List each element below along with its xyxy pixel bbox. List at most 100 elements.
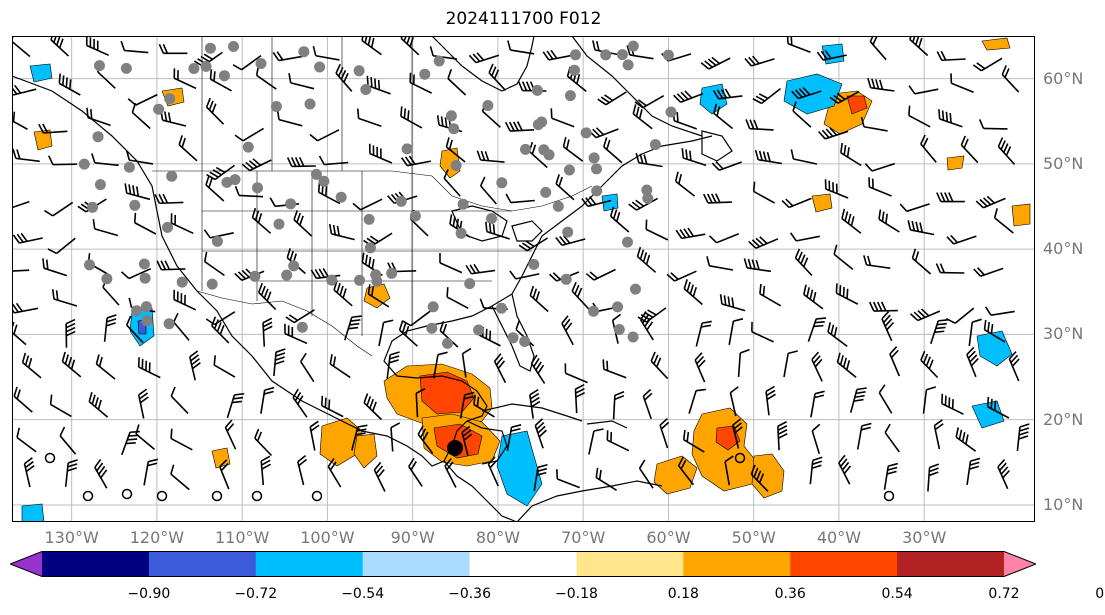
- wind-barb: [50, 36, 70, 57]
- negative-region: [601, 193, 619, 212]
- wind-barb: [809, 456, 823, 485]
- wind-barb: [234, 185, 264, 198]
- wind-barb: [12, 200, 30, 211]
- wind-barb: [728, 318, 744, 345]
- station-marker: [543, 149, 555, 161]
- wind-barb: [542, 49, 573, 61]
- longitude-label: 70°W: [561, 528, 606, 547]
- wind-barb: [309, 420, 320, 451]
- wind-barb: [1016, 423, 1030, 451]
- wind-barb: [811, 423, 821, 455]
- wind-barb: [650, 351, 669, 380]
- colorbar-tick-label: −0.54: [341, 586, 385, 602]
- positive-region: [811, 193, 833, 213]
- station-marker: [540, 186, 552, 198]
- station-marker: [288, 260, 300, 272]
- wind-barb: [254, 428, 273, 457]
- wind-barb: [400, 155, 431, 167]
- positive-region: [33, 129, 53, 151]
- station-marker: [92, 131, 104, 143]
- wind-barb: [65, 318, 76, 348]
- station-marker: [123, 161, 135, 173]
- wind-barb: [286, 156, 316, 168]
- wind-barb: [124, 183, 151, 201]
- wind-barb: [860, 116, 888, 132]
- wind-barb: [205, 175, 225, 202]
- colorbar-segment: [683, 551, 791, 577]
- station-marker: [600, 49, 612, 61]
- station-marker: [409, 210, 421, 222]
- political-borders: [152, 36, 593, 357]
- wind-barb: [792, 101, 812, 128]
- wind-barb: [92, 219, 119, 237]
- longitude-label: 90°W: [390, 528, 435, 547]
- wind-barb: [636, 246, 657, 273]
- calm-wind-marker: [311, 490, 323, 502]
- wind-barb: [973, 267, 1004, 277]
- station-marker: [588, 152, 600, 164]
- station-marker: [206, 278, 218, 290]
- calm-wind-marker: [251, 490, 263, 502]
- wind-barb: [936, 50, 966, 62]
- colorbar-tick-label: −0.72: [234, 586, 278, 602]
- wind-barb: [975, 195, 1006, 209]
- wind-barb: [695, 320, 712, 347]
- wind-barb: [555, 469, 580, 489]
- wind-barb: [634, 95, 665, 109]
- wind-barb: [137, 357, 161, 379]
- station-marker: [622, 236, 633, 248]
- positive-region: [1011, 203, 1031, 227]
- wind-barb: [986, 396, 1010, 419]
- wind-barb: [351, 424, 368, 451]
- wind-barb: [759, 283, 782, 307]
- wind-barb: [638, 459, 654, 489]
- station-marker: [218, 70, 230, 82]
- station-marker: [296, 321, 308, 333]
- wind-barb: [309, 129, 340, 142]
- wind-barb: [49, 394, 72, 418]
- coastline-hispaniola: [586, 420, 628, 429]
- wind-barb: [833, 244, 854, 271]
- wind-barb: [173, 68, 197, 90]
- wind-barb: [712, 88, 743, 100]
- wind-barb: [234, 127, 265, 142]
- wind-barb: [445, 137, 466, 163]
- wind-barb: [251, 207, 272, 234]
- station-marker: [326, 274, 338, 286]
- latitude-label: 50°N: [1043, 153, 1084, 173]
- coastline-yucatan: [466, 420, 508, 465]
- wind-barb: [125, 315, 144, 344]
- wind-barb: [461, 425, 473, 456]
- longitude-label: 50°W: [731, 528, 776, 547]
- wind-barb: [363, 393, 382, 421]
- wind-barb: [485, 221, 510, 240]
- wind-barb: [597, 91, 627, 106]
- wind-barb: [713, 103, 734, 130]
- wind-barb: [783, 350, 798, 378]
- wind-barb: [378, 319, 394, 347]
- wind-barb: [817, 127, 849, 140]
- wind-barb: [978, 119, 1008, 130]
- calm-wind-marker: [156, 490, 168, 502]
- wind-barb: [838, 454, 852, 485]
- wind-barb: [811, 351, 823, 382]
- wind-barb: [602, 359, 627, 379]
- wind-barb: [476, 150, 505, 163]
- wind-barb: [835, 283, 859, 305]
- plot-title: 2024111700 F012: [445, 9, 602, 29]
- station-marker: [563, 164, 575, 176]
- wind-barb: [864, 162, 896, 172]
- wind-barb: [983, 319, 1006, 343]
- wind-barb: [505, 193, 535, 204]
- wind-barb: [955, 427, 977, 452]
- wind-barb: [743, 258, 772, 273]
- calm-wind-marker: [121, 488, 133, 500]
- wind-barb: [683, 279, 703, 306]
- wind-barb: [562, 136, 584, 162]
- wind-barb: [941, 393, 964, 415]
- station-marker: [139, 272, 151, 284]
- wind-barb: [203, 251, 225, 277]
- colorbar: [10, 551, 1036, 577]
- colorbar-segment: [1004, 551, 1036, 577]
- wind-barb: [12, 269, 30, 273]
